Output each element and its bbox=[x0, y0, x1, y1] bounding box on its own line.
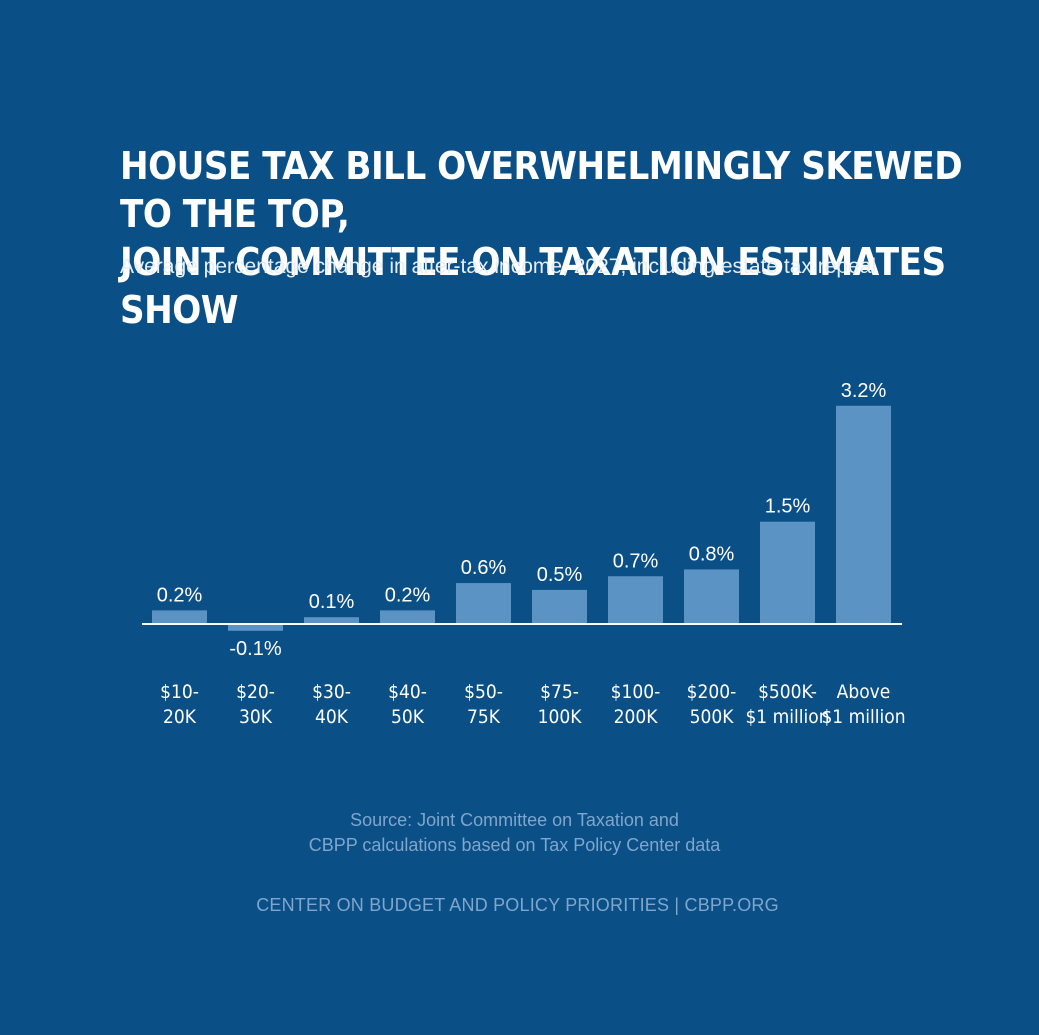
chart-subtitle: Average percentage change in after-tax i… bbox=[120, 255, 877, 278]
category-label: $1 million bbox=[821, 706, 905, 728]
data-label: 0.8% bbox=[689, 543, 735, 565]
source-line-2: CBPP calculations based on Tax Policy Ce… bbox=[308, 835, 721, 855]
category-label: 100K bbox=[538, 706, 583, 728]
category-label: 20K bbox=[163, 706, 197, 728]
bar-chart: 0.2% $10- 20K -0.1% $20- 30K 0.1% $30- 40K 0.2% $4… bbox=[142, 380, 906, 728]
data-label: 0.1% bbox=[309, 591, 355, 613]
category-label: $75- bbox=[540, 681, 579, 703]
category-label: 50K bbox=[391, 706, 425, 728]
bar bbox=[608, 576, 663, 624]
category-label: $1 million bbox=[745, 706, 829, 728]
bar bbox=[760, 521, 815, 624]
footer-credit: CENTER ON BUDGET AND POLICY PRIORITIES |… bbox=[256, 895, 779, 915]
data-label: 3.2% bbox=[841, 380, 887, 402]
source-line-1: Source: Joint Committee on Taxation and bbox=[350, 810, 679, 830]
category-label: 75K bbox=[467, 706, 501, 728]
bar bbox=[152, 610, 207, 624]
bar bbox=[380, 610, 435, 624]
bar bbox=[228, 624, 283, 631]
category-label: 200K bbox=[614, 706, 659, 728]
category-label: $20- bbox=[236, 681, 275, 703]
category-label: $200- bbox=[687, 681, 737, 703]
data-label: -0.1% bbox=[229, 638, 281, 660]
data-label: 1.5% bbox=[765, 496, 811, 518]
bar bbox=[456, 583, 511, 624]
data-label: 0.5% bbox=[537, 564, 583, 586]
source-note: Source: Joint Committee on Taxation and … bbox=[0, 808, 1029, 858]
category-label: $30- bbox=[312, 681, 351, 703]
bar bbox=[684, 569, 739, 624]
category-label: $10- bbox=[160, 681, 199, 703]
chart-title-line-2: Joint Committee on Taxation Estimates Sh… bbox=[120, 240, 946, 332]
data-label: 0.7% bbox=[613, 550, 659, 572]
category-label: 40K bbox=[315, 706, 349, 728]
bar bbox=[836, 405, 891, 624]
category-label: 500K bbox=[690, 706, 735, 728]
chart-title-line-1: House Tax Bill Overwhelmingly Skewed to … bbox=[120, 144, 963, 236]
category-label: Above bbox=[837, 681, 891, 703]
category-label: 30K bbox=[239, 706, 273, 728]
bar bbox=[304, 617, 359, 624]
data-label: 0.2% bbox=[157, 584, 203, 606]
category-label: $500K- bbox=[758, 681, 817, 703]
category-label: $50- bbox=[464, 681, 503, 703]
data-label: 0.6% bbox=[461, 557, 507, 579]
category-label: $40- bbox=[388, 681, 427, 703]
data-label: 0.2% bbox=[385, 584, 431, 606]
chart-title: House Tax Bill Overwhelmingly Skewed to … bbox=[120, 142, 980, 334]
category-label: $100- bbox=[611, 681, 661, 703]
bar bbox=[532, 589, 587, 624]
